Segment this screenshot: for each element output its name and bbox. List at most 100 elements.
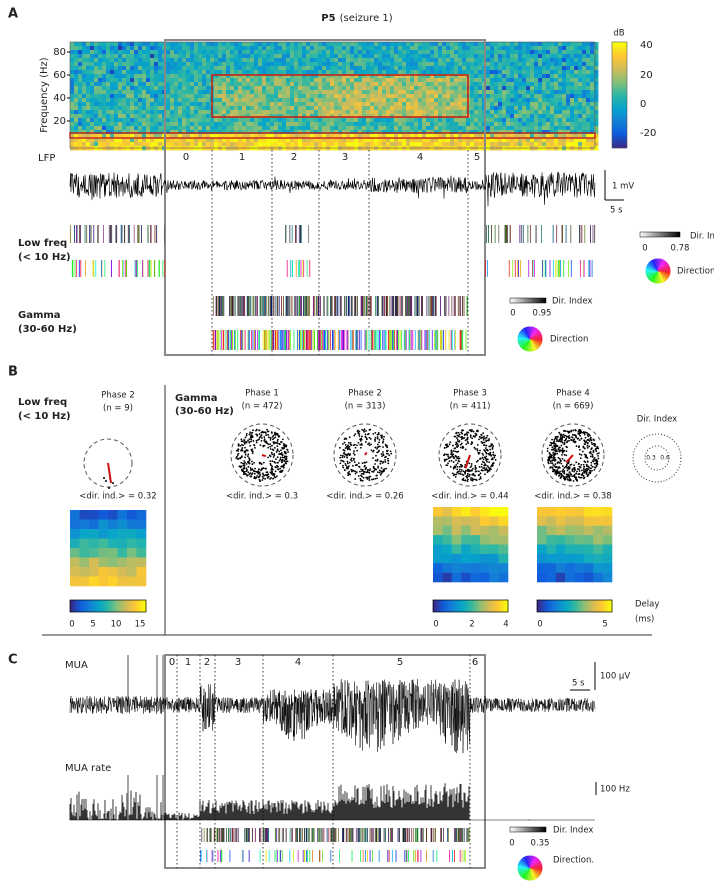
spectrogram-cell	[398, 98, 403, 103]
spectrogram-cell	[158, 102, 163, 107]
spectrogram-cell	[514, 138, 519, 143]
spectrogram-cell	[226, 86, 231, 91]
spectrogram-cell	[74, 58, 79, 63]
spectrogram-cell	[414, 62, 419, 67]
delay-map-cell	[108, 510, 118, 520]
spectrogram-cell	[518, 54, 523, 59]
spectrogram-cell	[458, 122, 463, 127]
spectrogram-cell	[338, 54, 343, 59]
spectrogram-cell	[158, 106, 163, 111]
spectrogram-cell	[534, 142, 539, 147]
polar-dot	[237, 450, 240, 452]
spectrogram-cell	[458, 98, 463, 103]
spectrogram-cell	[242, 78, 247, 83]
spectrogram-cell	[422, 62, 427, 67]
spectrogram-cell	[142, 86, 147, 91]
spectrogram-cell	[238, 114, 243, 119]
spectrogram-cell	[138, 54, 143, 59]
spectrogram-cell	[194, 114, 199, 119]
spectrogram-cell	[150, 46, 155, 51]
spectrogram-cell	[590, 54, 595, 59]
spectrogram-cell	[230, 54, 235, 59]
delay-map-cell	[79, 557, 90, 568]
spectrogram-cell	[562, 114, 567, 119]
spectrogram-cell	[514, 54, 519, 59]
colorbar-cell	[102, 600, 106, 612]
spectrogram-cell	[262, 78, 267, 83]
spectrogram-cell	[538, 70, 543, 75]
spectrogram-cell	[534, 98, 539, 103]
polar-dot	[368, 436, 371, 439]
spectrogram-cell	[446, 42, 451, 47]
spectrogram-cell	[434, 90, 439, 95]
spectrogram-cell	[110, 86, 115, 91]
spectrogram-cell	[266, 98, 271, 103]
spectrogram-cell	[110, 42, 115, 47]
spectrogram-cell	[190, 114, 195, 119]
spectrogram-cell	[474, 98, 479, 103]
spectrogram-cell	[566, 114, 571, 119]
spectrogram-cell	[290, 50, 295, 55]
polar-dot	[240, 438, 243, 441]
spectrogram-cell	[594, 90, 599, 95]
spectrogram-cell	[370, 98, 375, 103]
spectrogram-cell	[374, 78, 379, 83]
spectrogram-cell	[130, 54, 135, 59]
spectrogram-cell	[302, 70, 307, 75]
spectrogram-cell	[514, 42, 519, 47]
spectrogram-cell	[594, 126, 599, 131]
spectrogram-cell	[262, 70, 267, 75]
spectrogram-cell	[550, 90, 555, 95]
spectrogram-cell	[218, 122, 223, 127]
spectrogram-cell	[166, 42, 171, 47]
spectrogram-cell	[294, 90, 299, 95]
polar-dot	[272, 456, 275, 458]
spectrogram-cell	[522, 66, 527, 71]
spectrogram-cell	[206, 42, 211, 47]
spectrogram-cell	[130, 46, 135, 51]
spectrogram-cell	[578, 90, 583, 95]
spectrogram-cell	[362, 46, 367, 51]
spectrogram-cell	[470, 62, 475, 67]
spectrogram-cell	[114, 70, 119, 75]
spectrogram-cell	[178, 134, 183, 139]
spectrogram-cell	[262, 130, 267, 135]
legend-min: 0	[642, 244, 647, 254]
spectrogram-cell	[442, 94, 447, 99]
colorbar-cell	[612, 74, 627, 77]
spectrogram-cell	[546, 106, 551, 111]
spectrogram-cell	[238, 102, 243, 107]
spectrogram-cell	[570, 126, 575, 131]
spectrogram-cell	[318, 110, 323, 115]
spectrogram-cell	[426, 126, 431, 131]
spectrogram-cell	[254, 94, 259, 99]
spectrogram-cell	[322, 58, 327, 63]
spectrogram-cell	[290, 62, 295, 67]
spectrogram-cell	[254, 54, 259, 59]
spectrogram-cell	[570, 46, 575, 51]
polar-dot	[251, 452, 254, 455]
spectrogram-cell	[138, 46, 143, 51]
spectrogram-cell	[458, 94, 463, 99]
spectrogram-cell	[214, 78, 219, 83]
spectrogram-cell	[238, 110, 243, 115]
spectrogram-cell	[402, 58, 407, 63]
spectrogram-cell	[462, 50, 467, 55]
colorbar-cell	[612, 68, 627, 71]
spectrogram-cell	[118, 74, 123, 79]
polar-dot	[275, 451, 278, 453]
spectrogram-cell	[574, 62, 579, 67]
spectrogram-cell	[322, 78, 327, 83]
spectrogram-cell	[138, 118, 143, 123]
spectrogram-cell	[522, 142, 527, 147]
spectrogram-cell	[230, 42, 235, 47]
spectrogram-cell	[294, 70, 299, 75]
spectrogram-cell	[154, 86, 159, 91]
spectrogram-cell	[150, 58, 155, 63]
spectrogram-cell	[78, 114, 83, 119]
spectrogram-cell	[370, 106, 375, 111]
spectrogram-cell	[314, 82, 319, 87]
spectrogram-cell	[230, 126, 235, 131]
row-label: (< 10 Hz)	[18, 411, 71, 422]
spectrogram-cell	[218, 78, 223, 83]
